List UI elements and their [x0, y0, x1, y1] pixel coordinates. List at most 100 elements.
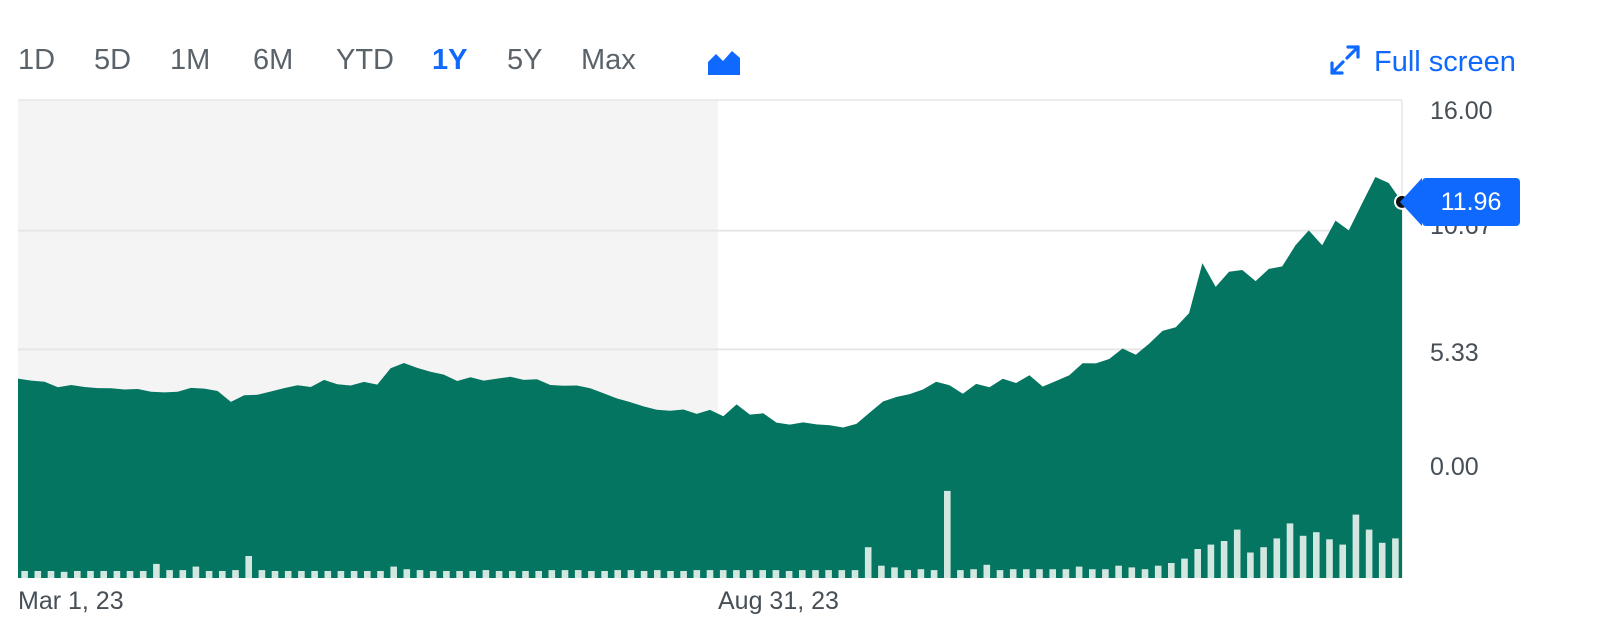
volume-bar — [1009, 569, 1017, 578]
volume-bar — [1075, 566, 1083, 578]
volume-bar — [113, 571, 121, 578]
volume-bar — [377, 571, 384, 578]
area-chart-icon[interactable] — [707, 46, 741, 76]
range-tab-5y[interactable]: 5Y — [507, 44, 543, 76]
expand-arrows-icon — [1328, 43, 1362, 82]
volume-bar — [232, 570, 239, 578]
range-tab-ytd[interactable]: YTD — [336, 44, 394, 76]
volume-bar — [746, 570, 753, 578]
volume-bar — [588, 571, 595, 578]
volume-bar — [785, 571, 793, 578]
volume-bar — [667, 571, 674, 578]
volume-bar — [574, 570, 582, 578]
volume-bar — [891, 567, 898, 578]
volume-bar — [917, 569, 925, 578]
volume-bar — [654, 570, 661, 578]
volume-bar — [838, 570, 846, 578]
volume-bar — [1089, 569, 1096, 578]
volume-bar — [983, 564, 991, 578]
volume-bar — [1233, 529, 1241, 578]
volume-bar — [706, 570, 714, 578]
range-tab-1d[interactable]: 1D — [18, 44, 56, 76]
volume-bar — [1247, 552, 1254, 578]
volume-bar — [337, 571, 345, 578]
volume-bar — [1049, 569, 1056, 578]
volume-bar — [772, 570, 780, 578]
volume-bar — [34, 571, 42, 578]
volume-bar — [495, 571, 503, 578]
price-area — [18, 177, 1402, 578]
volume-bar — [970, 569, 977, 578]
volume-bar — [812, 570, 819, 578]
volume-bar — [509, 571, 516, 578]
volume-bar — [719, 570, 727, 578]
volume-bar — [548, 570, 556, 578]
range-tab-max[interactable]: Max — [581, 44, 636, 76]
volume-bar — [1286, 523, 1294, 578]
volume-bar — [271, 571, 279, 578]
volume-bar — [627, 570, 635, 578]
volume-bar — [904, 570, 911, 578]
volume-bar — [1365, 529, 1373, 578]
volume-bar — [851, 570, 859, 578]
volume-bar — [1036, 569, 1043, 578]
volume-bar — [179, 570, 187, 578]
volume-bar — [219, 571, 226, 578]
volume-bar — [1392, 538, 1399, 578]
volume-bar — [364, 571, 371, 578]
volume-bar — [1299, 535, 1307, 578]
volume-bar — [324, 571, 332, 578]
volume-bar — [1326, 539, 1333, 578]
volume-bar — [825, 570, 832, 578]
volume-bar — [561, 570, 569, 578]
volume-bar — [1220, 541, 1228, 578]
volume-bar — [864, 547, 872, 578]
volume-bar — [1128, 567, 1136, 578]
volume-bar — [139, 571, 147, 578]
volume-bar — [878, 565, 885, 578]
volume-bar — [74, 571, 81, 578]
volume-bar — [1378, 542, 1386, 578]
range-tab-1m[interactable]: 1M — [170, 44, 211, 76]
volume-bar — [733, 570, 740, 578]
volume-bar — [298, 571, 305, 578]
volume-bar — [126, 571, 134, 578]
volume-bar — [443, 571, 450, 578]
volume-bar — [482, 570, 490, 578]
volume-bar — [759, 570, 766, 578]
volume-bar — [1062, 569, 1070, 578]
volume-bar — [153, 563, 160, 578]
volume-bar — [258, 570, 266, 578]
range-tab-5d[interactable]: 5D — [94, 44, 132, 76]
volume-bar — [640, 571, 648, 578]
volume-bar — [1181, 558, 1188, 578]
volume-bar — [205, 571, 213, 578]
volume-bar — [930, 570, 938, 578]
full-screen-label: Full screen — [1374, 45, 1516, 78]
volume-bar — [1339, 544, 1346, 578]
volume-bar — [192, 566, 200, 578]
volume-bar — [1141, 569, 1149, 578]
full-screen-button[interactable]: Full screen — [1328, 40, 1516, 84]
volume-bar — [1207, 544, 1215, 578]
range-tab-1y[interactable]: 1Y — [432, 44, 468, 76]
volume-bar — [403, 569, 411, 578]
volume-bar — [390, 566, 397, 578]
volume-bar — [284, 571, 292, 578]
volume-bar — [456, 571, 463, 578]
volume-bar — [996, 570, 1004, 578]
volume-bar — [957, 570, 964, 578]
range-tab-6m[interactable]: 6M — [253, 44, 294, 76]
volume-bar — [614, 570, 621, 578]
volume-bar — [469, 571, 476, 578]
volume-bar — [601, 571, 608, 578]
volume-bar — [47, 571, 55, 578]
volume-bar — [166, 570, 173, 578]
volume-bar — [522, 571, 529, 578]
volume-bar — [1154, 565, 1162, 578]
volume-bar — [944, 490, 951, 578]
volume-bar — [60, 571, 68, 578]
volume-bar — [416, 570, 424, 578]
